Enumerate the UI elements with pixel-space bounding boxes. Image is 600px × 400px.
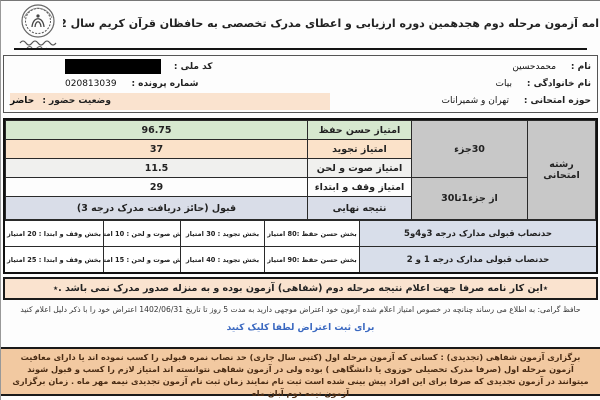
tajvid-score-value: 37 bbox=[5, 139, 308, 159]
name-label: نام : bbox=[570, 62, 591, 72]
result-note: ٭این کار نامه صرفا جهت اعلام نتیجه مرحله… bbox=[3, 277, 598, 300]
juz-count-cell: 30جزء bbox=[411, 120, 528, 178]
threshold-row-degree-12: حدنصاب قبولی مدارک درجه 1 و 2 بخش حسن حف… bbox=[5, 246, 596, 272]
file-number-value: 020813039 bbox=[65, 79, 117, 89]
exam-district-label: حوزه امتحانی : bbox=[523, 96, 591, 106]
threshold-345-vaqf: بخش وقف و ابتدا : 20 امتیاز bbox=[5, 221, 103, 246]
vaqf-score-value: 29 bbox=[5, 177, 308, 197]
header: امه آزمون مرحله دوم هجدهمین دوره ارزیابی… bbox=[1, 1, 600, 51]
threshold-12-vaqf: بخش وقف و ابتدا : 25 امتیاز bbox=[5, 247, 103, 272]
threshold-345-tajvid: بخش تجوید : 30 امتیاز bbox=[180, 221, 264, 246]
threshold-row-degree-345: حدنصاب قبولی مدارک درجه 3و4و5 بخش حسن حف… bbox=[5, 220, 596, 246]
threshold-345-label: حدنصاب قبولی مدارک درجه 3و4و5 bbox=[359, 221, 596, 246]
name-value: محمدحسین bbox=[512, 62, 557, 72]
scores-table-section: رشته امتحانی 30جزء امتیاز حسن حفظ 96.75 … bbox=[3, 118, 598, 274]
attendance-label: وضعیت حضور : bbox=[42, 96, 111, 106]
exam-district-row: حوزه امتحانی : تهران و شمیرانات bbox=[330, 93, 592, 110]
national-id-label: کد ملی : bbox=[173, 62, 213, 72]
final-result-value: قبول (حائز دریافت مدرک درجه 3) bbox=[5, 196, 308, 220]
scores-table: رشته امتحانی 30جزء امتیاز حسن حفظ 96.75 … bbox=[5, 120, 596, 220]
hefz-score-value: 96.75 bbox=[5, 120, 308, 140]
objection-notice-text: حافظ گرامی: به اطلاع می رساند چنانچه در … bbox=[20, 305, 581, 314]
threshold-12-voice: بخش صوت و لحن : 15 امتیاز bbox=[103, 247, 180, 272]
threshold-12-hefz: بخش حسن حفظ :90 امتیاز bbox=[264, 247, 359, 272]
info-column-left: کد ملی : شماره پرونده : 020813039 وضعیت … bbox=[10, 59, 330, 110]
threshold-12-tajvid: بخش تجوید : 40 امتیاز bbox=[180, 247, 264, 272]
attendance-badge: حاضر bbox=[10, 96, 35, 106]
hefz-score-label: امتیاز حسن حفظ bbox=[307, 120, 412, 140]
tajvid-score-label: امتیاز تجوید bbox=[307, 139, 412, 159]
objection-submit-link[interactable]: برای ثبت اعتراض لطفا کلیک کنید bbox=[226, 323, 375, 334]
family-name-label: نام خانوادگی : bbox=[526, 79, 591, 89]
page-title: امه آزمون مرحله دوم هجدهمین دوره ارزیابی… bbox=[63, 17, 599, 30]
threshold-345-voice: بخش صوت و لحن : 10 امتیاز bbox=[103, 221, 180, 246]
retake-exam-notice: برگزاری آزمون شفاهی (تجدیدی) : کسانی که … bbox=[1, 347, 600, 398]
attendance-status-row: وضعیت حضور : حاضر bbox=[10, 93, 330, 110]
exam-district-value: تهران و شمیرانات bbox=[441, 96, 509, 106]
file-number-row: شماره پرونده : 020813039 bbox=[10, 76, 330, 93]
juz-range-cell: از جزء1تا30 bbox=[411, 177, 528, 220]
voice-score-value: 11.5 bbox=[5, 158, 308, 178]
final-result-label: نتیجه نهایی bbox=[307, 196, 412, 220]
name-row: نام : محمدحسین bbox=[330, 59, 591, 76]
threshold-345-hefz: بخش حسن حفظ :80 امتیاز bbox=[264, 221, 359, 246]
threshold-12-label: حدنصاب قبولی مدارک درجه 1 و 2 bbox=[359, 247, 596, 272]
national-id-row: کد ملی : bbox=[10, 59, 330, 76]
redaction-box bbox=[65, 59, 162, 74]
vaqf-score-label: امتیاز وقف و ابتداء bbox=[307, 177, 412, 197]
voice-score-label: امتیاز صوت و لحن bbox=[307, 158, 412, 178]
header-divider bbox=[14, 48, 587, 50]
family-name-row: نام خانوادگی : بیات bbox=[330, 76, 591, 93]
file-number-label: شماره پرونده : bbox=[131, 79, 199, 89]
info-column-right: نام : محمدحسین نام خانوادگی : بیات حوزه … bbox=[330, 59, 592, 110]
objection-section: حافظ گرامی: به اطلاع می رساند چنانچه در … bbox=[3, 302, 598, 334]
exam-field-cell: رشته امتحانی bbox=[527, 120, 596, 220]
personal-info-section: نام : محمدحسین نام خانوادگی : بیات حوزه … bbox=[3, 55, 598, 113]
family-name-value: بیات bbox=[495, 79, 512, 89]
